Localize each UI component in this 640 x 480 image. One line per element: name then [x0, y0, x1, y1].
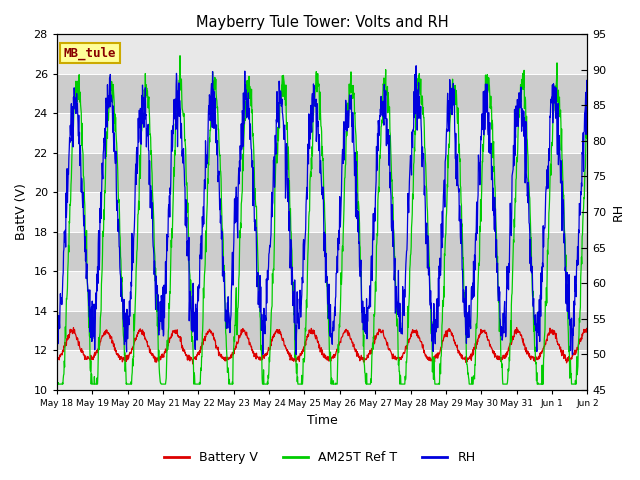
- Bar: [57, 34, 588, 73]
- Bar: [57, 232, 588, 271]
- Bar: [57, 73, 588, 113]
- Y-axis label: RH: RH: [612, 203, 625, 221]
- Bar: [57, 311, 588, 350]
- Y-axis label: BattV (V): BattV (V): [15, 183, 28, 240]
- Bar: [57, 113, 588, 153]
- Title: Mayberry Tule Tower: Volts and RH: Mayberry Tule Tower: Volts and RH: [196, 15, 449, 30]
- Bar: [57, 350, 588, 390]
- Bar: [57, 153, 588, 192]
- X-axis label: Time: Time: [307, 414, 337, 427]
- Bar: [57, 271, 588, 311]
- Legend: Battery V, AM25T Ref T, RH: Battery V, AM25T Ref T, RH: [159, 446, 481, 469]
- Bar: [57, 192, 588, 232]
- Text: MB_tule: MB_tule: [64, 47, 116, 60]
